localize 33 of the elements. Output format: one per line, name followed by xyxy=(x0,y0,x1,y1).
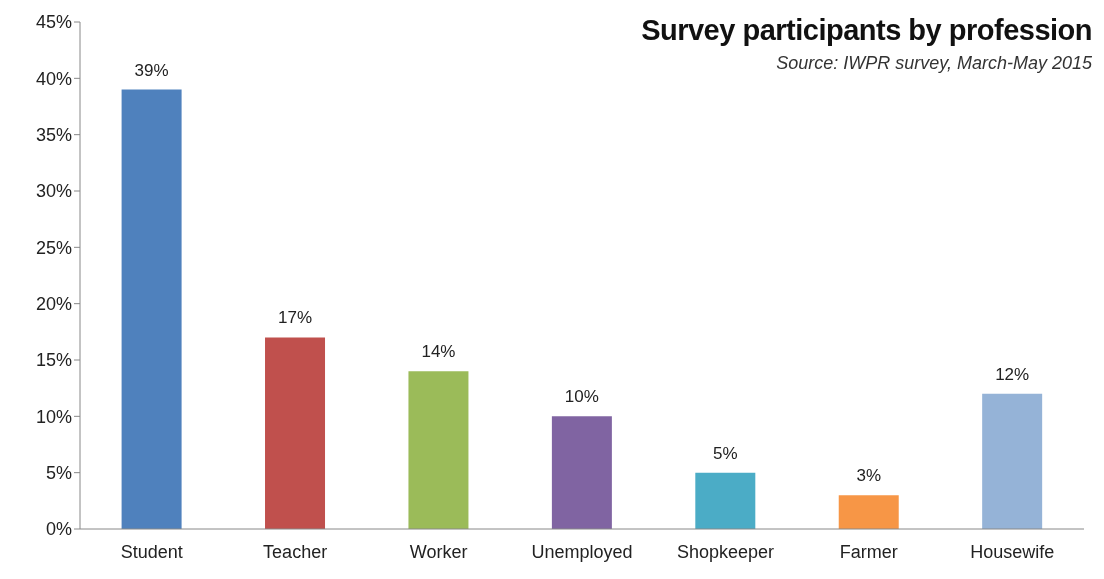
bar xyxy=(408,371,469,529)
chart-title: Survey participants by profession xyxy=(641,14,1092,47)
data-label: 5% xyxy=(713,443,738,463)
y-tick-label: 5% xyxy=(45,463,72,484)
x-tick-label: Farmer xyxy=(839,541,898,562)
annotation: Source: IWPR survey, March-May 2015 xyxy=(775,53,1092,74)
bar xyxy=(695,472,756,529)
data-label: 3% xyxy=(856,466,882,486)
data-label: 39% xyxy=(134,60,169,80)
bar xyxy=(121,89,182,529)
x-tick-label: Unemployed xyxy=(531,541,633,562)
x-tick-label: Student xyxy=(120,541,183,562)
y-tick-label: 40% xyxy=(35,68,72,89)
bar xyxy=(838,495,899,529)
bar xyxy=(265,337,326,529)
data-label: 17% xyxy=(278,308,313,328)
x-tick-label: Housewife xyxy=(970,541,1055,562)
bar xyxy=(982,393,1043,529)
y-tick-label: 35% xyxy=(35,125,72,146)
data-label: 12% xyxy=(995,364,1030,384)
y-tick-label: 0% xyxy=(45,519,72,540)
y-tick-label: 15% xyxy=(35,350,72,371)
x-tick-label: Worker xyxy=(409,541,468,562)
y-tick-label: 30% xyxy=(35,181,72,202)
data-label: 10% xyxy=(564,387,599,407)
y-tick-label: 25% xyxy=(35,237,72,258)
bar xyxy=(551,416,612,529)
data-label: 14% xyxy=(421,342,456,362)
y-tick-label: 10% xyxy=(35,406,72,427)
y-tick-label: 45% xyxy=(35,12,72,33)
y-tick-label: 20% xyxy=(35,294,72,315)
x-tick-label: Shopkeeper xyxy=(676,541,774,562)
x-tick-label: Teacher xyxy=(263,541,328,562)
